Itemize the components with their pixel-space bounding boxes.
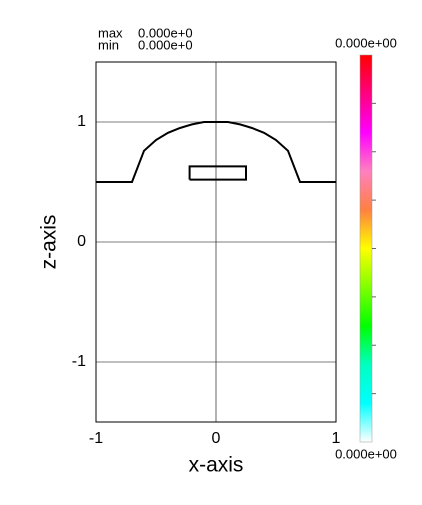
x-tick-label: -1 (89, 430, 103, 447)
y-tick-label: 1 (77, 113, 86, 130)
max-value: 0.000e+0 (138, 25, 193, 40)
max-label: max (98, 25, 123, 40)
y-tick-label: -1 (72, 353, 86, 370)
x-tick-label: 1 (332, 430, 341, 447)
min-value: 0.000e+0 (138, 37, 193, 52)
plot-frame (95, 61, 337, 423)
y-tick-label: 0 (77, 233, 86, 250)
colorbar-max: 0.000e+00 (335, 35, 397, 50)
colorbar-min: 0.000e+00 (335, 446, 397, 461)
outline (188, 165, 247, 181)
x-tick-label: 0 (212, 430, 221, 447)
colorbar (359, 54, 373, 443)
x-axis-title: x-axis (189, 454, 244, 477)
min-label: min (98, 37, 119, 52)
y-axis-title: z-axis (38, 215, 61, 270)
outline (96, 121, 336, 183)
